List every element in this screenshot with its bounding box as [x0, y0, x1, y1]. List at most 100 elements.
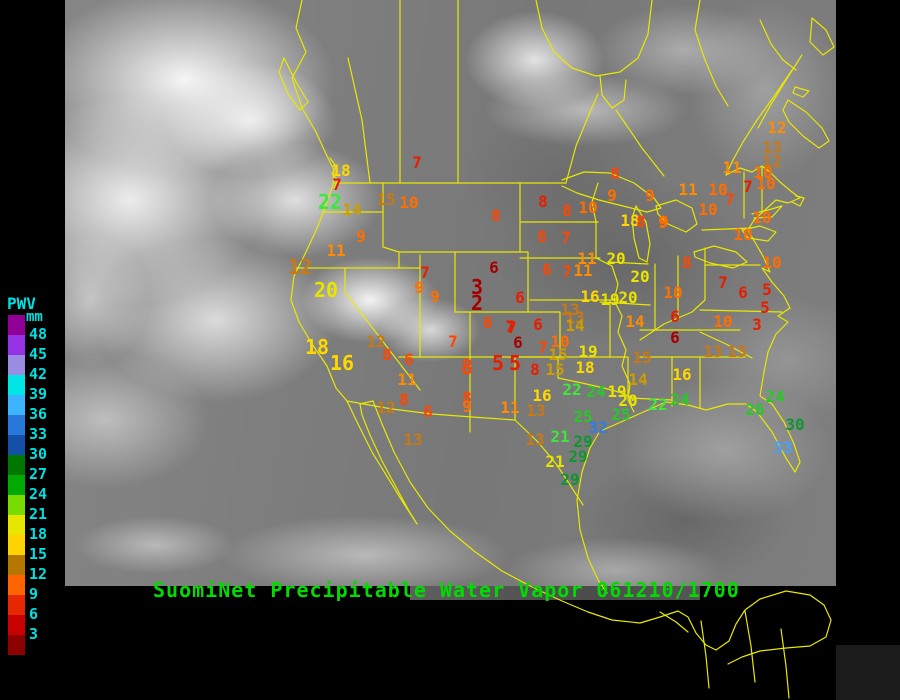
station-value: 7 — [412, 153, 422, 172]
station-value: 8 — [491, 206, 501, 225]
coastline-gulf-east — [599, 219, 801, 473]
station-value: 20 — [630, 267, 650, 286]
station-value: 6 — [670, 307, 680, 326]
lake-ontario — [741, 225, 777, 242]
station-value: 13 — [703, 342, 723, 361]
legend-swatch — [8, 535, 25, 555]
station-value: 15 — [545, 360, 565, 379]
station-value: 20 — [606, 249, 626, 268]
legend-swatch — [8, 415, 25, 435]
state-borders-plains — [514, 182, 673, 421]
station-value: 9 — [607, 186, 617, 205]
station-value: 21 — [550, 427, 570, 446]
legend-swatch — [8, 575, 25, 595]
station-value: 29 — [560, 470, 580, 489]
station-value: 6 — [404, 350, 414, 369]
station-value: 13 — [526, 401, 546, 420]
legend-swatch — [8, 315, 25, 335]
station-value: 5 — [760, 298, 770, 317]
lake-superior — [561, 171, 662, 213]
station-value: 13 — [560, 300, 580, 319]
station-value: 18 — [304, 335, 330, 359]
prince-edward-island — [792, 86, 810, 98]
station-value: 8 — [562, 201, 572, 220]
station-value: 9 — [356, 227, 366, 246]
coastline-mexico — [372, 400, 717, 651]
station-value: 20 — [618, 391, 638, 410]
station-value: 20 — [618, 288, 638, 307]
station-value: 10 — [752, 208, 772, 227]
station-value: 8 — [460, 355, 474, 379]
station-value: 24 — [670, 390, 690, 409]
station-value: 19 — [578, 342, 598, 361]
new-england-coast — [725, 165, 801, 221]
station-value: 10 — [663, 283, 683, 302]
station-value: 10 — [713, 312, 733, 331]
legend-swatch — [8, 455, 25, 475]
station-value: 6 — [513, 333, 523, 352]
station-value: 11 — [326, 241, 346, 260]
station-value: 6 — [533, 315, 543, 334]
coastline-west — [290, 0, 348, 402]
station-value: 29 — [568, 447, 588, 466]
station-value: 6 — [515, 288, 525, 307]
station-value: 12 — [287, 255, 313, 279]
legend-label: 6 — [29, 605, 39, 623]
station-value: 10 — [753, 163, 773, 182]
station-value: 12 — [767, 118, 787, 137]
legend-label: 27 — [29, 465, 48, 483]
station-value: 18 — [620, 211, 640, 230]
station-value: 10 — [756, 174, 776, 193]
station-value: 24 — [765, 387, 785, 406]
station-value: 10 — [733, 225, 753, 244]
station-value: 8 — [682, 253, 692, 272]
station-value: 5 — [762, 280, 772, 299]
station-value: 3 — [470, 275, 484, 299]
st-lawrence — [725, 19, 803, 176]
legend-swatch — [8, 515, 25, 535]
station-value: 29 — [573, 432, 593, 451]
state-borders-west — [293, 182, 561, 433]
station-value: 10 — [399, 193, 419, 212]
station-value: 13 — [565, 308, 585, 327]
station-value: 13 — [727, 342, 747, 361]
station-value: 12 — [762, 152, 782, 171]
station-value: 6 — [542, 260, 552, 279]
legend-swatch — [8, 495, 25, 515]
cape-cod — [791, 195, 805, 207]
legend-swatch — [8, 475, 25, 495]
station-value: 11 — [678, 180, 698, 199]
vancouver-island — [278, 57, 309, 111]
station-value: 11 — [573, 261, 593, 280]
station-value: 7 — [538, 338, 548, 357]
station-value: 16 — [532, 386, 552, 405]
legend-swatch — [8, 635, 25, 655]
station-value: 7 — [562, 262, 572, 281]
station-value: 7 — [718, 273, 728, 292]
station-value: 15 — [376, 190, 396, 209]
station-value: 7 — [505, 317, 515, 336]
legend-label: 24 — [29, 485, 48, 503]
legend-swatch — [8, 595, 25, 615]
station-value: 6 — [670, 328, 680, 347]
station-value: 19 — [607, 382, 627, 401]
station-value: 10 — [708, 180, 728, 199]
station-value: 8 — [538, 192, 548, 211]
station-value: 16 — [580, 287, 600, 306]
station-value: 14 — [628, 370, 648, 389]
station-value: 9 — [414, 278, 424, 297]
legend-swatch — [8, 435, 25, 455]
station-value: 12 — [376, 398, 396, 417]
station-value: 6 — [489, 258, 499, 277]
station-value: 16 — [329, 351, 355, 375]
station-value: 14 — [342, 200, 362, 219]
station-value: 18 — [331, 161, 351, 180]
station-value: 7 — [743, 177, 753, 196]
station-value: 6 — [423, 402, 433, 421]
legend-swatch — [8, 355, 25, 375]
station-value: 22 — [317, 190, 343, 214]
station-value: 6 — [483, 313, 493, 332]
legend-label: 15 — [29, 545, 48, 563]
